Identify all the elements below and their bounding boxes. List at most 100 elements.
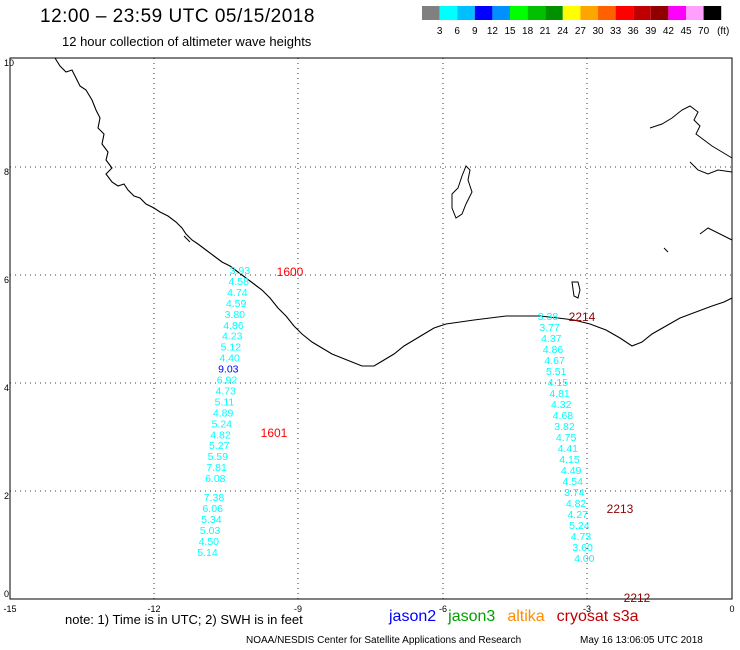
wave-height-value: 6.08 [205,473,226,485]
wave-height-value: 4.74 [227,287,248,299]
wave-height-value: 7.38 [204,492,225,504]
x-tick-label: -3 [583,604,591,614]
legend-label: 21 [540,26,552,37]
wave-height-value: 3.60 [572,542,593,554]
wave-height-value: 4.15 [548,377,569,389]
legend-label: 36 [628,26,640,37]
wave-height-value: 4.75 [556,432,577,444]
wave-height-value: 4.67 [544,355,565,367]
legend-swatch [615,6,634,20]
wave-height-value: 5.24 [212,418,233,430]
wave-height-value: 6.06 [202,503,223,515]
footer-timestamp: May 16 13:06:05 UTC 2018 [580,635,703,646]
legend-swatch [562,6,581,20]
legend-label: 12 [487,26,499,37]
wave-height-value: 3.38 [538,311,559,323]
legend-label: 42 [663,26,675,37]
wave-height-value: 6.92 [217,375,238,387]
wave-height-value: 5.12 [221,342,242,354]
wave-height-value: 4.15 [559,454,580,466]
map-frame [9,57,733,600]
legend-swatch [545,6,563,20]
chart-title: 12:00 – 23:59 UTC 05/15/2018 [40,6,315,27]
legend-label: 39 [645,26,657,37]
legend-swatch [439,6,458,20]
wave-height-value: 5.59 [208,451,229,463]
legend-label: 24 [557,26,569,37]
track-time-label: 1601 [261,426,288,440]
satellite-name: jason2 [389,608,437,625]
wave-height-value: 5.03 [200,525,221,537]
track-time-label: 2212 [624,591,651,605]
wave-height-value: 3.82 [554,421,575,433]
coastline-east [649,105,733,241]
wave-height-value: 4.54 [563,476,584,488]
wave-height-value: 4.41 [558,443,579,455]
legend-label: 45 [680,26,692,37]
track-time-label: 2214 [569,310,596,324]
coast-mark-2 [663,247,669,253]
x-tick-label: -12 [147,604,160,614]
wave-height-value: 4.86 [543,344,564,356]
legend-swatch [633,6,651,20]
legend-swatch [457,6,475,20]
x-tick-label: 0 [729,604,734,614]
legend-swatch [686,6,704,20]
x-tick-label: -6 [439,604,447,614]
legend-swatch [668,6,686,20]
wave-height-value: 4.32 [551,399,572,411]
legend-swatch [510,6,528,20]
legend-swatch [474,6,493,20]
satellite-legend: jason2 jason3 altika cryosat s3a [389,608,650,626]
satellite-name: jason3 [448,608,496,625]
legend-swatch [703,6,722,20]
wave-height-value: 4.86 [223,320,244,332]
legend-label: 33 [610,26,622,37]
wave-height-value: 4.59 [226,298,247,310]
wave-height-value: 4.27 [567,509,588,521]
wave-height-value: 5.34 [201,514,222,526]
legend-label: 27 [575,26,587,37]
footer-note: note: 1) Time is in UTC; 2) SWH is in fe… [65,612,303,627]
legend-label: 9 [472,26,478,37]
legend-label: 70 [698,26,710,37]
axis-tick-labels: -15 -12 -9 -6 -3 0 0 2 4 6 8 10 [3,58,734,614]
y-tick-label: 0 [4,589,9,599]
wave-height-value: 4.23 [222,331,243,343]
y-tick-label: 8 [4,167,9,177]
coast-mark-1 [183,235,191,243]
legend-label: 15 [504,26,516,37]
legend-label: 3 [437,26,443,37]
wave-height-value: 3.93 [230,265,251,277]
footer-credit: NOAA/NESDIS Center for Satellite Applica… [246,635,522,646]
track-time-label: 1600 [277,265,304,279]
altimeter-tracks: 3.934.584.744.593.804.864.235.124.409.03… [197,265,650,605]
y-tick-label: 2 [4,491,9,501]
wave-height-value: 4.68 [553,410,574,422]
wave-height-value: 5.11 [215,396,235,408]
wave-height-value: 7.81 [206,462,227,474]
wave-height-value: 4.49 [561,465,582,477]
legend-unit: (ft) [717,26,729,37]
wave-height-value: 4.50 [199,536,220,548]
wave-height-value: 5.27 [209,440,230,452]
track-time-label: 2213 [607,502,634,516]
legend-swatch [527,6,546,20]
map-grid [10,58,732,599]
wave-height-value: 3.77 [539,322,560,334]
wave-height-value: 4.73 [215,385,236,397]
wave-height-value: 9.03 [218,364,239,376]
island-sao-tome [571,281,581,299]
wave-height-value: 4.00 [574,553,595,565]
x-tick-label: -9 [294,604,302,614]
wave-height-value: 5.24 [569,520,590,532]
legend-swatch [580,6,598,20]
wave-height-value: 4.89 [213,407,234,419]
legend-swatch [598,6,616,20]
legend-swatch [492,6,510,20]
wave-height-value: 4.58 [228,276,249,288]
legend-swatch [422,6,440,20]
wave-height-value: 4.73 [571,531,592,543]
coastline-west-africa [54,57,733,367]
